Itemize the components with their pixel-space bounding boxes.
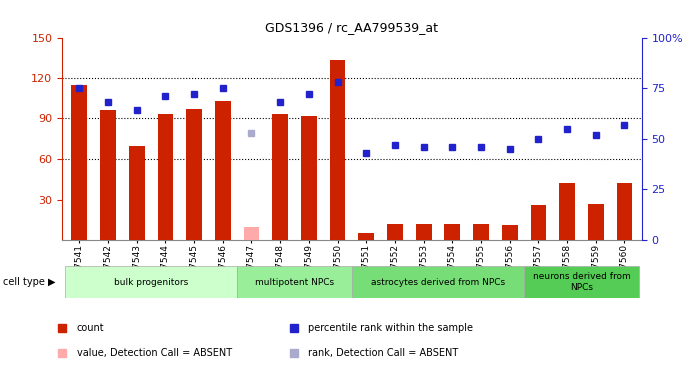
Bar: [72, 85, 87, 240]
Bar: [129, 146, 145, 240]
Text: cell type ▶: cell type ▶: [3, 277, 56, 287]
Title: GDS1396 / rc_AA799539_at: GDS1396 / rc_AA799539_at: [266, 21, 438, 33]
Bar: [524, 266, 639, 298]
Text: neurons derived from
NPCs: neurons derived from NPCs: [533, 273, 631, 292]
Bar: [65, 266, 237, 298]
Bar: [387, 224, 403, 240]
Bar: [559, 183, 575, 240]
Text: bulk progenitors: bulk progenitors: [114, 278, 188, 286]
Text: count: count: [77, 323, 104, 333]
Bar: [416, 224, 431, 240]
Bar: [157, 114, 173, 240]
Bar: [186, 109, 202, 240]
Bar: [617, 183, 632, 240]
Text: value, Detection Call = ABSENT: value, Detection Call = ABSENT: [77, 348, 232, 358]
Text: rank, Detection Call = ABSENT: rank, Detection Call = ABSENT: [308, 348, 459, 358]
Bar: [358, 233, 374, 240]
Bar: [502, 225, 518, 240]
Text: astrocytes derived from NPCs: astrocytes derived from NPCs: [371, 278, 505, 286]
Bar: [330, 60, 346, 240]
Bar: [100, 110, 116, 240]
Bar: [352, 266, 524, 298]
Bar: [531, 205, 546, 240]
Text: multipotent NPCs: multipotent NPCs: [255, 278, 334, 286]
Bar: [301, 116, 317, 240]
Bar: [244, 226, 259, 240]
Text: percentile rank within the sample: percentile rank within the sample: [308, 323, 473, 333]
Bar: [444, 224, 460, 240]
Bar: [237, 266, 352, 298]
Bar: [473, 224, 489, 240]
Bar: [273, 114, 288, 240]
Bar: [588, 204, 604, 240]
Bar: [215, 101, 230, 240]
